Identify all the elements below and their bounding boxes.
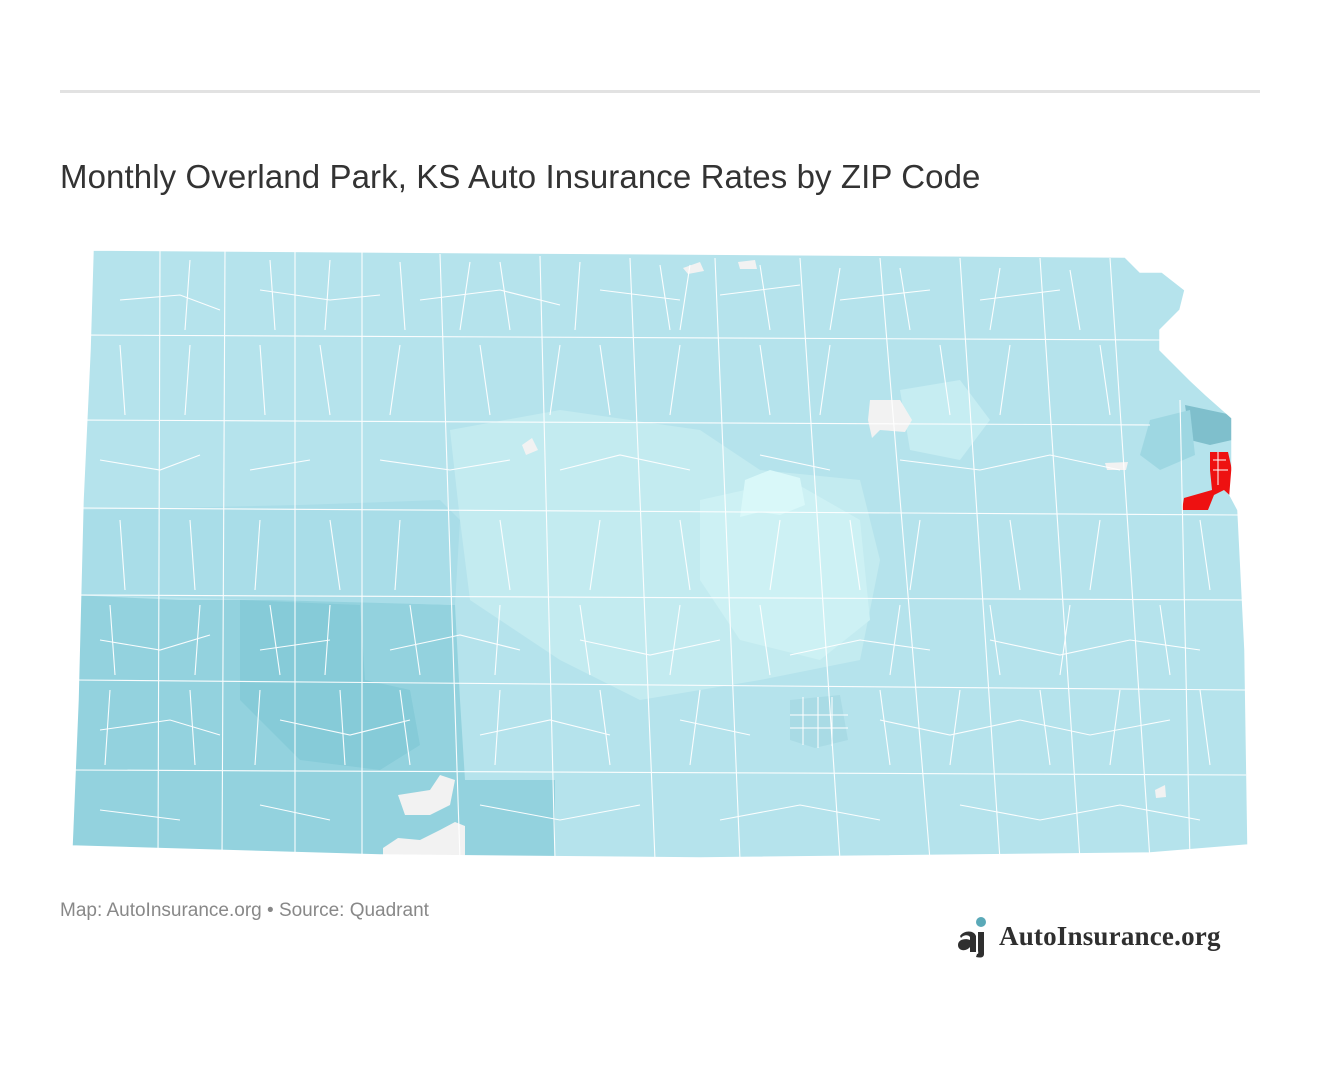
zip-region-no-data-1 bbox=[522, 438, 538, 455]
zip-region-west-mid bbox=[80, 500, 460, 605]
kansas-zip-map bbox=[60, 240, 1260, 870]
ai-logo-icon bbox=[958, 917, 986, 958]
zip-region-no-data-north bbox=[868, 400, 912, 438]
zip-region-kc-metro bbox=[1185, 405, 1232, 445]
zip-region-no-data-2 bbox=[683, 262, 704, 274]
zip-region-no-data-south-2 bbox=[383, 822, 465, 858]
zip-boundary-lines bbox=[72, 250, 1247, 858]
zip-region-no-data-3 bbox=[738, 260, 757, 269]
zip-region-central-lighter bbox=[700, 480, 870, 660]
page-title: Monthly Overland Park, KS Auto Insurance… bbox=[60, 158, 981, 195]
zip-region-manhattan-light bbox=[900, 380, 990, 460]
zip-region-southwest-dark bbox=[240, 600, 420, 770]
brand-logo-block[interactable]: AutoInsurance.org bbox=[956, 914, 1221, 958]
brand-name: AutoInsurance.org bbox=[999, 920, 1221, 951]
top-divider bbox=[60, 90, 1260, 93]
zip-region-wichita bbox=[790, 695, 848, 748]
zip-region-no-data-south bbox=[398, 775, 455, 815]
zip-region-salina-lowest bbox=[740, 470, 805, 517]
source-note: Map: AutoInsurance.org • Source: Quadran… bbox=[60, 900, 429, 921]
zip-region-overland-park-high bbox=[1182, 452, 1240, 510]
zip-region-no-data-4 bbox=[1155, 785, 1166, 798]
